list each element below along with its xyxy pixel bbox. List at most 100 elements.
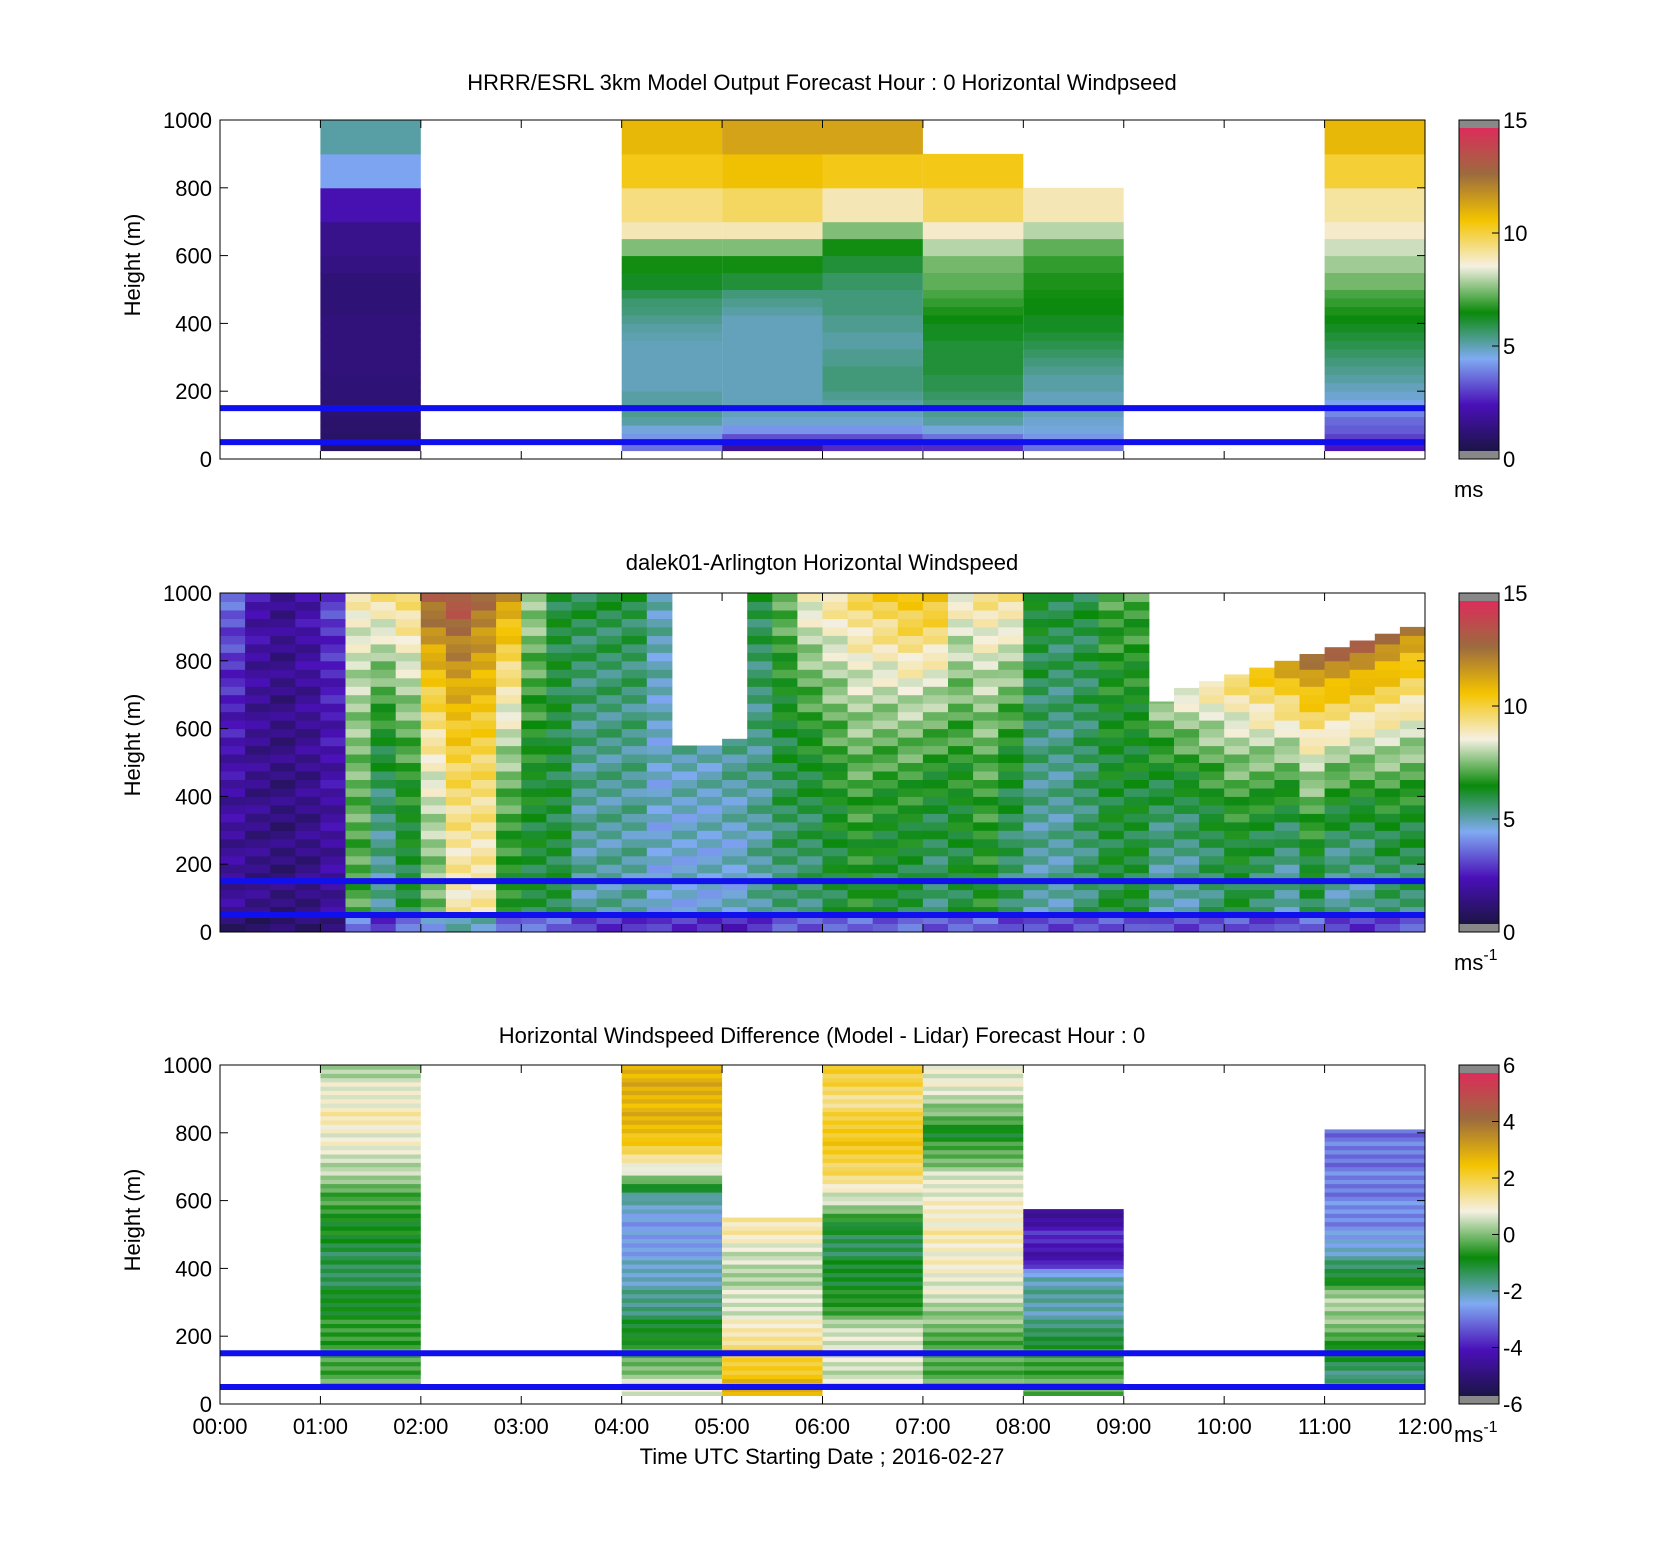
heatmap-cell xyxy=(772,821,798,831)
heatmap-cell xyxy=(922,1289,1024,1295)
heatmap-cell xyxy=(772,754,798,763)
heatmap-cell xyxy=(1098,864,1125,874)
heatmap-cell xyxy=(445,881,472,891)
heatmap-cell xyxy=(546,635,572,645)
heatmap-cell xyxy=(922,374,1024,384)
heatmap-cell xyxy=(295,660,321,670)
heatmap-cell xyxy=(822,1192,923,1197)
heatmap-cell xyxy=(320,1137,421,1142)
heatmap-cell xyxy=(370,677,397,687)
heatmap-cell xyxy=(1123,847,1150,857)
heatmap-cell xyxy=(822,289,923,299)
heatmap-cell xyxy=(1098,694,1125,704)
heatmap-cell xyxy=(596,830,623,840)
heatmap-cell xyxy=(1148,864,1175,874)
heatmap-cell xyxy=(320,1370,421,1375)
heatmap-cell xyxy=(546,838,572,848)
panel-model-output: HRRR/ESRL 3km Model Output Forecast Hour… xyxy=(120,70,1527,502)
heatmap-cell xyxy=(922,1209,1024,1214)
heatmap-cell xyxy=(922,1137,1024,1142)
heatmap-cell xyxy=(872,787,899,797)
heatmap-cell xyxy=(1224,915,1250,924)
heatmap-cell xyxy=(320,923,346,933)
heatmap-cell xyxy=(722,1217,823,1223)
heatmap-cell xyxy=(1174,830,1200,840)
heatmap-cell xyxy=(1274,720,1300,730)
heatmap-cell xyxy=(596,618,623,628)
heatmap-cell xyxy=(822,399,923,409)
heatmap-cell xyxy=(295,754,321,763)
heatmap-cell xyxy=(1324,442,1425,452)
heatmap-cell xyxy=(847,720,874,730)
heatmap-cell xyxy=(295,677,321,687)
heatmap-cell xyxy=(546,610,572,619)
heatmap-cell xyxy=(922,804,949,814)
heatmap-cell xyxy=(496,660,522,670)
heatmap-cell xyxy=(270,745,296,755)
heatmap-cell xyxy=(1174,872,1200,882)
heatmap-cell xyxy=(521,915,547,924)
heatmap-cell xyxy=(621,1255,723,1261)
heatmap-cell xyxy=(270,618,296,628)
heatmap-cell xyxy=(471,728,497,738)
heatmap-cell xyxy=(596,677,623,687)
heatmap-cell xyxy=(897,711,924,721)
heatmap-cell xyxy=(872,643,899,653)
heatmap-cell xyxy=(1249,694,1275,704)
heatmap-cell xyxy=(1224,804,1250,814)
heatmap-cell xyxy=(797,813,823,823)
heatmap-cell xyxy=(496,762,522,772)
heatmap-cell xyxy=(671,915,698,924)
heatmap-cell xyxy=(1199,745,1225,755)
heatmap-cell xyxy=(922,677,949,687)
heatmap-cell xyxy=(395,677,422,687)
heatmap-cell xyxy=(1123,669,1150,679)
heatmap-cell xyxy=(496,830,522,840)
heatmap-cell xyxy=(973,923,999,933)
heatmap-cell xyxy=(772,898,798,908)
heatmap-cell xyxy=(922,1332,1024,1337)
heatmap-cell xyxy=(1148,881,1175,891)
heatmap-cell xyxy=(822,1196,923,1202)
heatmap-cell xyxy=(847,771,874,780)
heatmap-cell xyxy=(1023,686,1049,696)
heatmap-cell xyxy=(872,771,899,780)
heatmap-cell xyxy=(1073,813,1100,823)
heatmap-cell xyxy=(772,847,798,857)
heatmap-cell xyxy=(1023,669,1049,679)
heatmap-cell xyxy=(345,686,372,696)
heatmap-cell xyxy=(370,881,397,891)
heatmap-cell xyxy=(1023,660,1049,670)
heatmap-cell xyxy=(245,601,271,611)
heatmap-cell xyxy=(1073,745,1100,755)
heatmap-cell xyxy=(1098,601,1125,611)
heatmap-cell xyxy=(320,1170,421,1176)
heatmap-cell xyxy=(1023,626,1049,636)
heatmap-cell xyxy=(370,703,397,713)
heatmap-cell xyxy=(420,737,447,747)
heatmap-cell xyxy=(220,898,246,908)
heatmap-cell xyxy=(822,1082,923,1087)
heatmap-cell xyxy=(998,923,1024,933)
heatmap-cell xyxy=(220,601,246,611)
heatmap-cell xyxy=(546,813,572,823)
heatmap-cell xyxy=(1324,331,1425,341)
reference-lines xyxy=(220,405,1425,446)
heatmap-cell xyxy=(1174,813,1200,823)
heatmap-cell xyxy=(1023,906,1049,916)
heatmap-cell xyxy=(220,593,246,602)
colorbar-tick-label: 0 xyxy=(1503,920,1515,945)
heatmap-cell xyxy=(998,626,1024,636)
heatmap-cell xyxy=(1249,686,1275,696)
heatmap-cell xyxy=(420,771,447,780)
heatmap-cell xyxy=(1249,787,1275,797)
heatmap-cell xyxy=(1274,703,1300,713)
heatmap-cell xyxy=(822,652,849,662)
heatmap-cell xyxy=(546,864,572,874)
heatmap-cell xyxy=(1123,923,1150,933)
heatmap-cell xyxy=(872,915,899,924)
heatmap-cell xyxy=(1073,881,1100,891)
heatmap-cell xyxy=(370,754,397,763)
heatmap-cell xyxy=(370,830,397,840)
heatmap-cell xyxy=(621,779,648,789)
